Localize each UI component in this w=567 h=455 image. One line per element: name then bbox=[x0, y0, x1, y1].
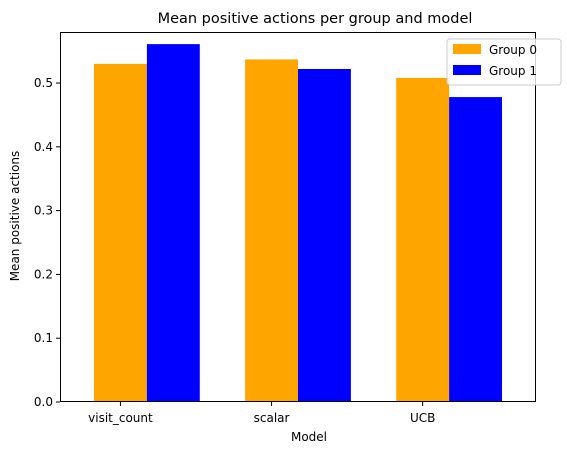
bar-group-1-visit-count bbox=[146, 44, 200, 402]
y-tick-label: 0.4 bbox=[34, 140, 53, 154]
bar-group-0-ucb bbox=[396, 77, 450, 403]
legend-label: Group 1 bbox=[489, 64, 537, 78]
legend-swatch bbox=[453, 65, 481, 75]
y-tick-label: 0.0 bbox=[34, 395, 53, 409]
legend-label: Group 0 bbox=[489, 43, 537, 57]
chart-title: Mean positive actions per group and mode… bbox=[158, 11, 473, 27]
x-tick-label: UCB bbox=[410, 411, 435, 425]
legend-swatch bbox=[453, 44, 481, 54]
bars-group bbox=[94, 44, 502, 403]
y-tick-label: 0.5 bbox=[34, 76, 53, 90]
y-tick-label: 0.2 bbox=[34, 267, 53, 281]
y-ticks-group: 0.0 0.1 0.2 0.3 0.4 0.5 bbox=[34, 76, 60, 409]
bar-group-1-ucb bbox=[449, 97, 502, 402]
x-tick-label: scalar bbox=[254, 411, 290, 425]
x-axis-title: Model bbox=[291, 430, 327, 444]
bar-group-0-visit-count bbox=[94, 63, 147, 403]
x-ticks-group: visit_count scalar UCB bbox=[88, 402, 435, 425]
y-axis-title: Mean positive actions bbox=[8, 151, 22, 282]
legend: Group 0 Group 1 bbox=[446, 38, 562, 86]
bar-group-0-scalar bbox=[245, 59, 298, 403]
plot-area-frame bbox=[60, 32, 536, 402]
x-tick-label: visit_count bbox=[88, 411, 153, 425]
y-tick-label: 0.3 bbox=[34, 204, 53, 218]
y-tick-label: 0.1 bbox=[34, 331, 53, 345]
bar-group-1-scalar bbox=[298, 69, 351, 402]
